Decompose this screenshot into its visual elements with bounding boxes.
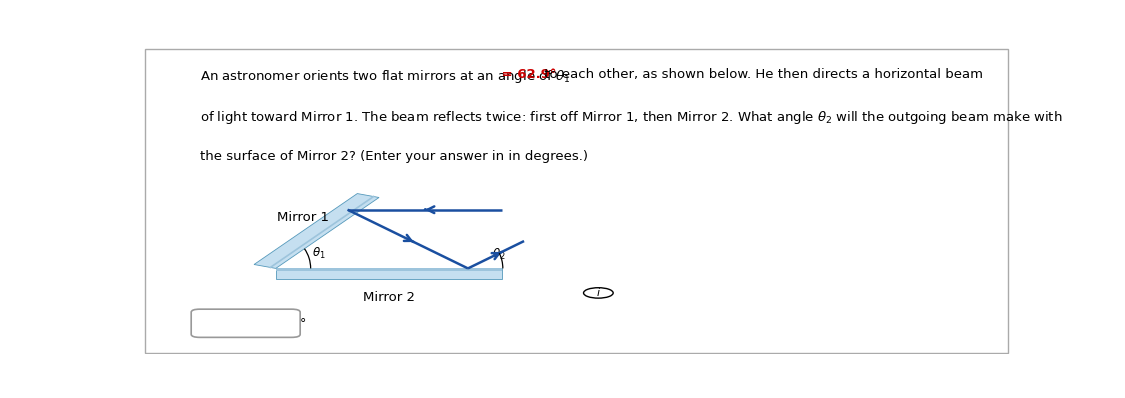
Text: i: i (596, 288, 600, 298)
Polygon shape (254, 193, 379, 268)
Text: $\theta_2$: $\theta_2$ (493, 247, 506, 262)
Text: the surface of Mirror 2? (Enter your answer in in degrees.): the surface of Mirror 2? (Enter your ans… (200, 150, 588, 164)
FancyBboxPatch shape (276, 268, 503, 271)
Text: $\theta_1$: $\theta_1$ (313, 246, 326, 261)
Text: of light toward Mirror 1. The beam reflects twice: first off Mirror 1, then Mirr: of light toward Mirror 1. The beam refle… (200, 109, 1062, 126)
Text: Mirror 1: Mirror 1 (277, 211, 328, 224)
FancyBboxPatch shape (191, 309, 300, 338)
FancyBboxPatch shape (276, 268, 503, 279)
Text: °: ° (300, 317, 306, 330)
FancyBboxPatch shape (145, 49, 1008, 353)
Text: An astronomer orients two flat mirrors at an angle of $\theta_1$: An astronomer orients two flat mirrors a… (200, 68, 570, 85)
Text: Mirror 2: Mirror 2 (363, 291, 415, 304)
Text: = 62.9°: = 62.9° (497, 68, 557, 81)
Text: to each other, as shown below. He then directs a horizontal beam: to each other, as shown below. He then d… (540, 68, 983, 81)
